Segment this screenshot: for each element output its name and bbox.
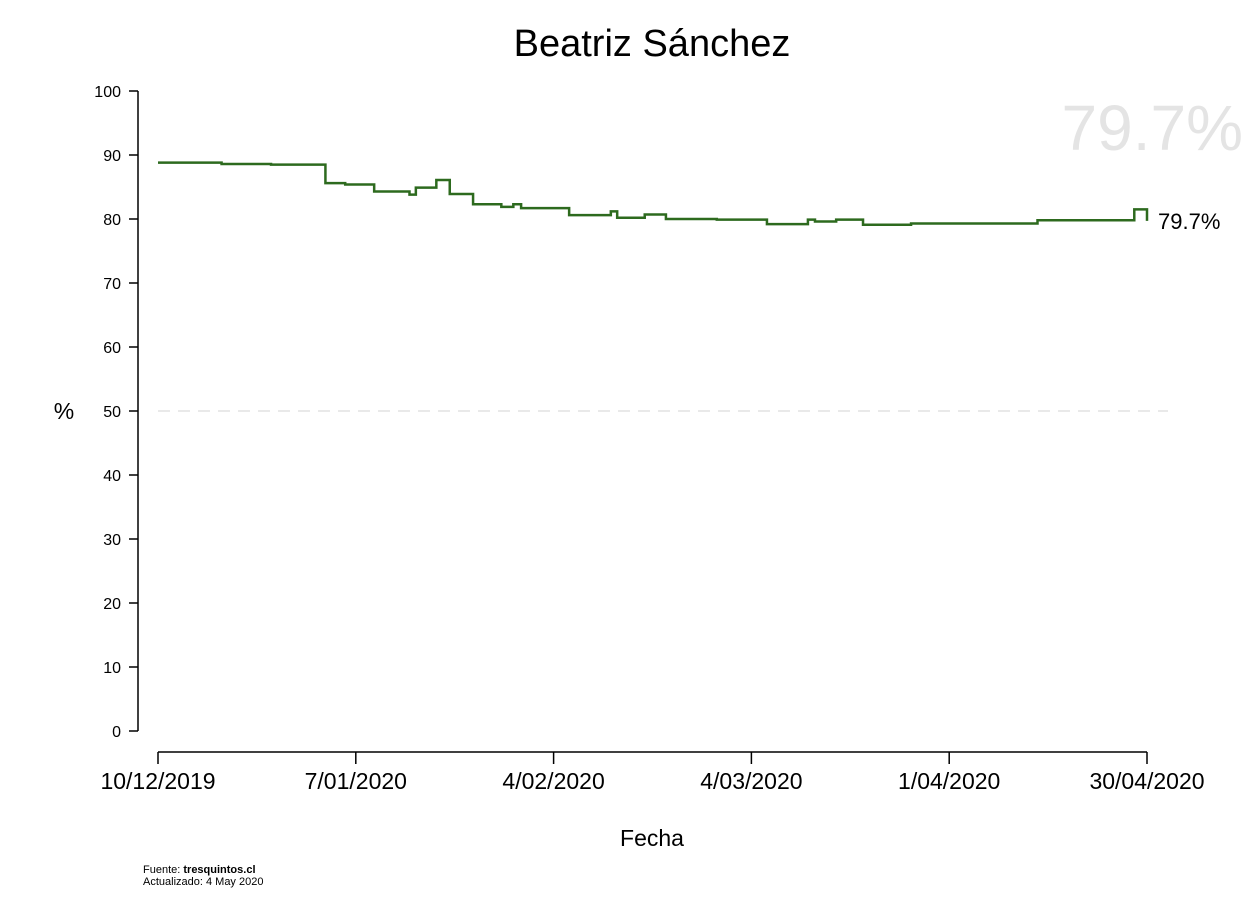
x-tick-label: 1/04/2020 [898,768,1000,794]
x-axis-title: Fecha [620,825,684,851]
footer: Fuente: tresquintos.cl Actualizado: 4 Ma… [143,864,263,888]
updated-line: Actualizado: 4 May 2020 [143,876,264,888]
chart-title: Beatriz Sánchez [514,23,791,65]
y-axis-title: % [54,398,74,424]
source-value: tresquintos.cl [183,864,256,876]
y-tick-label: 100 [94,84,121,101]
x-tick-label: 4/02/2020 [502,768,604,794]
y-tick-label: 40 [103,468,121,485]
y-axis: 0 10 20 30 40 50 60 70 80 90 100 [94,84,139,741]
y-tick-label: 10 [103,660,121,677]
x-tick-label: 7/01/2020 [305,768,407,794]
y-tick-label: 80 [103,212,121,229]
y-tick-label: 50 [103,404,121,421]
series-line [158,161,1149,227]
y-tick-label: 60 [103,340,121,357]
y-tick-label: 30 [103,532,121,549]
y-tick-label: 90 [103,148,121,165]
source-line: Fuente: tresquintos.cl [143,864,263,876]
y-tick-label: 70 [103,276,121,293]
x-tick-label: 30/04/2020 [1089,768,1204,794]
source-label: Fuente: [143,864,181,876]
y-tick-label: 0 [112,724,121,741]
x-axis: 10/12/2019 7/01/2020 4/02/2020 4/03/2020 1/0… [100,751,1205,794]
y-tick-label: 20 [103,596,121,613]
latest-value-label: 79.7% [1158,209,1220,234]
x-tick-label: 10/12/2019 [100,768,215,794]
x-tick-label: 4/03/2020 [700,768,802,794]
watermark-value: 79.7% [1062,92,1243,164]
